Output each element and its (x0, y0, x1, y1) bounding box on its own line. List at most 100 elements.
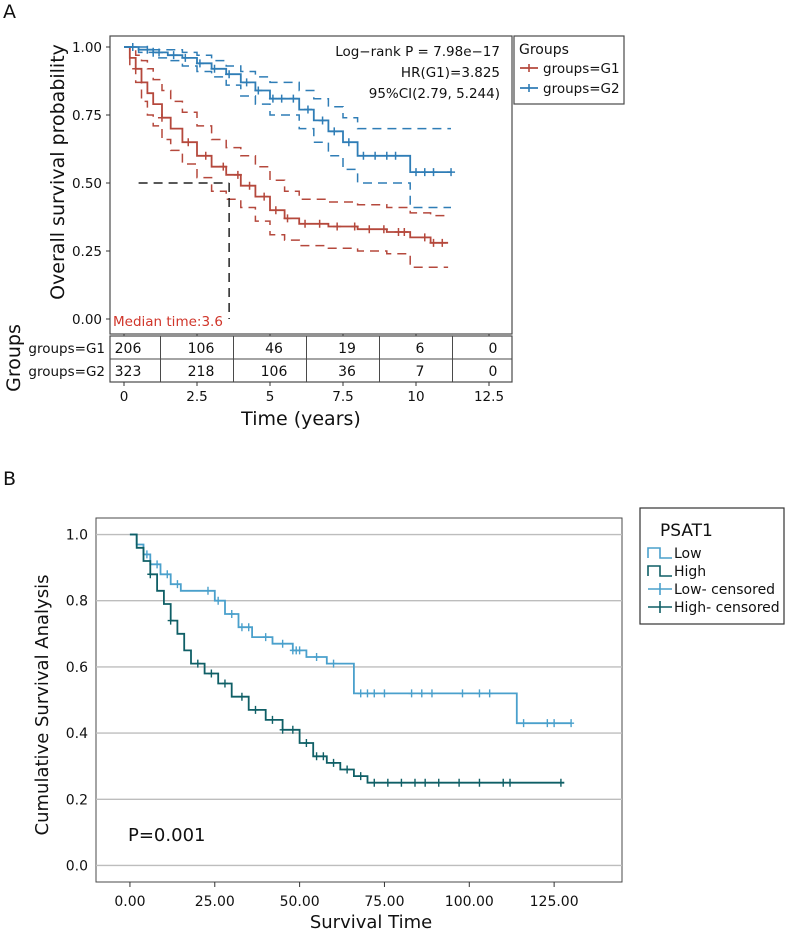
km-b-y-tick-label: 0.4 (66, 726, 88, 742)
km-a-censor-mark-g1 (157, 113, 166, 122)
km-b-legend-entry-label: Low- censored (674, 582, 775, 598)
km-a-censor-mark-g2 (254, 86, 263, 95)
risk-table-cell: 19 (338, 341, 356, 357)
km-a-censor-mark-g2 (391, 151, 400, 160)
km-b-x-tick-label: 100.00 (445, 894, 494, 910)
km-a-censor-mark-g2 (155, 48, 164, 57)
km-b-censor-mark-high (398, 778, 405, 787)
km-b-legend-swatch-low (647, 547, 672, 559)
risk-table-cell: 106 (261, 364, 288, 380)
risk-table-x-tick-label: 0 (120, 389, 129, 405)
km-a-censor-mark-g2 (143, 45, 152, 54)
km-b-censor-mark-high (221, 679, 228, 688)
km-b-censor-mark-low (476, 689, 483, 698)
risk-table-cell: 36 (338, 364, 356, 380)
km-b-censor-mark-low (357, 689, 364, 698)
km-b-censor-mark-low (204, 586, 211, 595)
km-b-censor-mark-high (557, 778, 564, 787)
km-b-censor-mark-low (408, 689, 415, 698)
km-b-censor-mark-high (476, 778, 483, 787)
km-b-censor-mark-low (364, 689, 371, 698)
km-b-censor-mark-low (381, 689, 388, 698)
km-b-y-tick-label: 0.6 (66, 660, 88, 676)
km-b-censor-mark-high (320, 752, 327, 761)
km-b-censor-mark-high (456, 778, 463, 787)
km-b-censor-mark-low (459, 689, 466, 698)
km-b-censor-mark-high (269, 715, 276, 724)
risk-table-row-label: groups=G2 (28, 364, 105, 380)
km-a-censor-mark-g1 (333, 222, 342, 231)
risk-table-cell: 323 (115, 364, 142, 380)
km-b-censor-mark-low (164, 570, 171, 579)
km-b-y-tick-label: 0.8 (66, 594, 88, 610)
km-b-censor-mark-high (422, 778, 429, 787)
km-b-legend-swatch-high (647, 565, 672, 577)
km-b-censor-mark-low (418, 689, 425, 698)
risk-table-cell: 206 (115, 341, 142, 357)
km-b-censor-mark-high (435, 778, 442, 787)
km-a-censor-mark-g2 (318, 116, 327, 125)
km-b-pvalue-text: P=0.001 (128, 825, 205, 846)
km-a-curves (124, 43, 456, 269)
km-b-censor-mark-high (344, 765, 351, 774)
km-b-legend-entry-label: High- censored (674, 600, 780, 616)
km-b-censor-mark-low (568, 719, 575, 728)
km-a-censor-mark-g1 (420, 233, 429, 242)
km-b-legend-censor-swatch-high (648, 601, 672, 613)
risk-table-body: groups=G1 206 106 46 19 6 0 groups=G2 323 218 106 3… (28, 336, 512, 382)
km-b-gridlines (96, 533, 622, 867)
risk-table-y-axis-label: Groups (3, 324, 25, 392)
km-a-logrank-text: Log−rank P = 7.98e−17 (335, 44, 500, 60)
km-b-censor-mark-high (279, 725, 286, 734)
km-b-censor-mark-low (544, 719, 551, 728)
km-a-ci-lower-g1 (124, 46, 449, 269)
km-b-legend-title: PSAT1 (660, 521, 713, 541)
risk-table-cell: 106 (188, 341, 215, 357)
km-b-censor-mark-high (384, 778, 391, 787)
km-a-y-tick-label: 0.50 (72, 176, 102, 192)
km-a-censor-mark-g2 (195, 59, 204, 68)
km-a-censor-mark-g2 (242, 78, 251, 87)
km-b-censor-mark-low (279, 639, 286, 648)
km-b-legend: PSAT1 Low High Low- censored High- censored (639, 507, 785, 625)
km-a-y-tick-label: 0.00 (72, 312, 102, 328)
risk-table-x-tick-label: 10 (407, 389, 424, 405)
km-b-censor-mark-low (228, 609, 235, 618)
km-a-censor-mark-g2 (210, 64, 219, 73)
km-b-y-tick-label: 0.2 (66, 792, 88, 808)
km-a-y-ticks: 0.00 0.25 0.50 0.75 1.00 (72, 40, 110, 328)
km-a-censor-mark-g2 (344, 138, 353, 147)
km-b-censor-mark-low (245, 623, 252, 632)
km-a-legend-entry-label: groups=G2 (543, 81, 620, 97)
km-a-y-axis-label: Overall survival probability (47, 44, 69, 300)
risk-table-x-tick-label: 7.5 (332, 389, 353, 405)
km-a-ci-upper-g1 (124, 46, 449, 217)
km-a-censor-mark-g2 (420, 168, 429, 177)
km-b-censor-mark-high (252, 705, 259, 714)
km-b-censor-mark-low (143, 550, 150, 559)
panel-b-label: B (3, 468, 16, 490)
risk-table-cell: 7 (416, 364, 425, 380)
km-a-censor-mark-g1 (245, 181, 254, 190)
km-a-legend-box (513, 35, 625, 105)
km-b-censor-mark-low (238, 623, 245, 632)
km-a-censor-mark-g1 (350, 222, 359, 231)
km-a-curve-g1 (124, 46, 449, 244)
km-b-y-ticks: 0.0 0.2 0.4 0.6 0.8 1.0 (66, 528, 88, 875)
km-a-median-lines (138, 182, 230, 319)
risk-table-x-tick-label: 2.5 (186, 389, 207, 405)
km-a-censor-mark-g1 (438, 238, 447, 247)
risk-table-cell: 218 (188, 364, 215, 380)
km-b-censor-mark-high (303, 739, 310, 748)
km-b-censor-mark-low (215, 596, 222, 605)
km-b-y-axis-label: Cumulative Survival Analysis (32, 575, 53, 836)
km-a-censor-mark-g2 (330, 127, 339, 136)
km-b-censor-mark-high (500, 778, 507, 787)
km-b-censor-mark-high (507, 778, 514, 787)
km-a-censor-mark-g1 (429, 238, 438, 247)
km-a-censor-mark-g1 (184, 138, 193, 147)
km-b-censor-mark-low (486, 689, 493, 698)
km-b-censor-mark-low (262, 633, 269, 642)
km-a-censor-mark-g2 (412, 168, 420, 177)
km-b-legend-box (639, 507, 785, 625)
